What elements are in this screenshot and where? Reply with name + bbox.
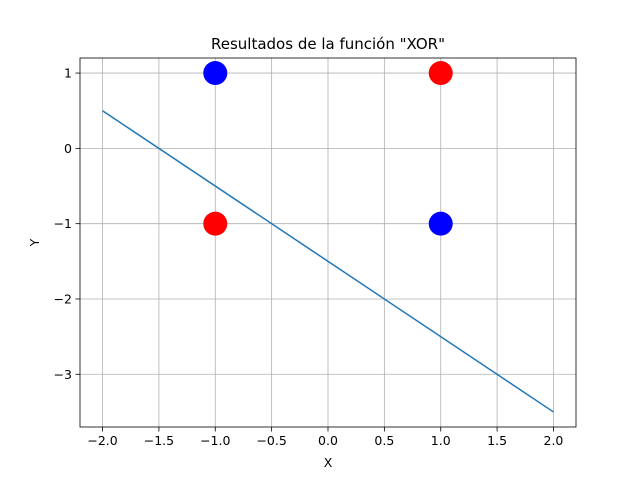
decision-line bbox=[102, 110, 554, 413]
y-axis-ticks: −3 −2 −1 0 1 bbox=[54, 66, 80, 382]
points-layer bbox=[203, 61, 453, 236]
x-tick-label-5: 0.5 bbox=[374, 433, 394, 448]
x-axis-label: X bbox=[324, 455, 333, 470]
scatter-point-2 bbox=[203, 211, 228, 236]
chart-title: Resultados de la función "XOR" bbox=[211, 35, 445, 53]
x-tick-label-3: −0.5 bbox=[256, 433, 286, 448]
x-tick-label-8: 2.0 bbox=[544, 433, 564, 448]
x-tick-label-0: −2.0 bbox=[87, 433, 117, 448]
y-tick-label-2: −1 bbox=[54, 216, 72, 231]
x-tick-label-1: −1.5 bbox=[144, 433, 174, 448]
y-tick-label-0: −3 bbox=[54, 367, 72, 382]
y-axis-label: Y bbox=[27, 238, 42, 247]
x-tick-label-7: 1.5 bbox=[487, 433, 507, 448]
decision-line-layer bbox=[102, 110, 554, 413]
x-tick-label-2: −1.0 bbox=[200, 433, 230, 448]
scatter-point-0 bbox=[203, 61, 228, 86]
scatter-point-1 bbox=[428, 61, 453, 86]
y-tick-label-3: 0 bbox=[64, 141, 72, 156]
x-tick-label-4: 0.0 bbox=[318, 433, 338, 448]
y-tick-label-1: −2 bbox=[54, 291, 72, 306]
grid bbox=[80, 58, 576, 427]
scatter-point-3 bbox=[428, 211, 453, 236]
x-tick-label-6: 1.0 bbox=[431, 433, 451, 448]
x-axis-ticks: −2.0 −1.5 −1.0 −0.5 0.0 0.5 1.0 1.5 2.0 bbox=[87, 427, 563, 448]
y-tick-label-4: 1 bbox=[64, 66, 72, 81]
